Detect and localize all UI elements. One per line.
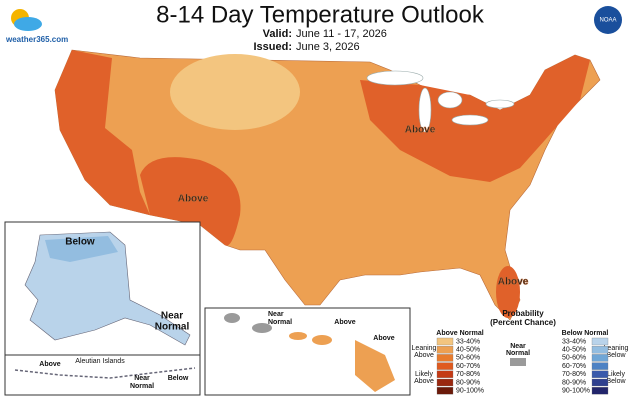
- issued-date: June 3, 2026: [296, 41, 360, 53]
- region-label: Aleutian Islands: [75, 358, 125, 365]
- legend-swatch: [436, 354, 454, 362]
- region-label: Above: [178, 194, 209, 205]
- legend-near: Normal: [506, 350, 530, 357]
- valid-dates: June 11 - 17, 2026: [296, 28, 387, 40]
- legend-group: Below: [606, 378, 626, 385]
- great-lakes: [366, 70, 515, 133]
- legend-heading: Above Normal: [436, 330, 484, 337]
- region-label: Above: [334, 319, 356, 326]
- region-label: Above: [39, 361, 61, 368]
- legend-group: Above: [414, 352, 434, 359]
- region-label: Above: [498, 277, 529, 288]
- legend-level: 33-40%: [562, 338, 586, 345]
- legend-swatch: [510, 358, 526, 366]
- region-label: Above: [405, 125, 436, 136]
- legend-swatch: [591, 387, 609, 395]
- site-name: weather365.com: [5, 35, 68, 44]
- legend-swatch: [436, 378, 454, 387]
- legend-level: 90-100%: [562, 388, 590, 395]
- legend-level: 60-70%: [456, 363, 480, 370]
- legend-swatch: [591, 370, 609, 378]
- legend-title: Probability: [502, 309, 544, 318]
- legend-near: Near: [510, 343, 526, 350]
- legend-swatch: [591, 346, 609, 354]
- legend-level: 70-80%: [456, 371, 480, 378]
- hawaii-inset: Near Normal Above Above: [204, 307, 411, 396]
- region-label: Above: [373, 335, 395, 342]
- legend-heading: Below Normal: [562, 330, 609, 337]
- legend-level: 50-60%: [456, 355, 480, 362]
- legend-level: 50-60%: [562, 355, 586, 362]
- site-logo: weather365.com: [5, 9, 68, 44]
- legend-level: 90-100%: [456, 388, 484, 395]
- region-label: Near: [134, 375, 150, 382]
- legend-group: Above: [414, 378, 434, 385]
- region-label: Below: [168, 375, 189, 382]
- legend-group: Likely: [415, 371, 433, 378]
- legend-group: Leaning: [604, 345, 629, 352]
- legend-swatch: [591, 337, 609, 346]
- legend-swatch: [436, 362, 454, 370]
- legend-swatch: [591, 378, 609, 387]
- legend-swatch: [436, 370, 454, 378]
- legend-title: (Percent Chance): [490, 318, 556, 327]
- legend-level: 40-50%: [456, 347, 480, 354]
- legend-group: Likely: [607, 371, 625, 378]
- aleutian-inset: Above Aleutian Islands Near Normal Below: [4, 354, 201, 396]
- legend-level: 80-90%: [456, 379, 480, 386]
- legend-level: 33-40%: [456, 338, 480, 345]
- legend-level: 70-80%: [562, 371, 586, 378]
- region-label: Below: [65, 237, 95, 248]
- legend-level: 80-90%: [562, 379, 586, 386]
- region-label: Normal: [155, 322, 190, 333]
- region-label: Near: [161, 311, 183, 322]
- agency-logo: NOAA: [594, 6, 622, 34]
- legend-swatch: [591, 362, 609, 370]
- valid-label: Valid:: [263, 28, 292, 40]
- conus-map: Above Above Above: [54, 49, 601, 321]
- legend-swatch: [436, 387, 454, 395]
- legend-swatch: [591, 354, 609, 362]
- legend-group: Leaning: [412, 345, 437, 352]
- issued-label: Issued:: [253, 41, 292, 53]
- legend-swatch: [436, 337, 454, 346]
- alaska-inset: Below Near Normal: [4, 221, 201, 356]
- legend-group: Below: [606, 352, 626, 359]
- title: 8-14 Day Temperature Outlook: [156, 1, 485, 28]
- legend-level: 40-50%: [562, 347, 586, 354]
- legend: Probability (Percent Chance) Above Norma…: [412, 309, 629, 394]
- legend-swatch: [436, 346, 454, 354]
- agency-name: NOAA: [599, 18, 616, 24]
- region-label: Normal: [130, 383, 154, 390]
- region-label: Normal: [268, 319, 292, 326]
- legend-level: 60-70%: [562, 363, 586, 370]
- region-label: Near: [268, 311, 284, 318]
